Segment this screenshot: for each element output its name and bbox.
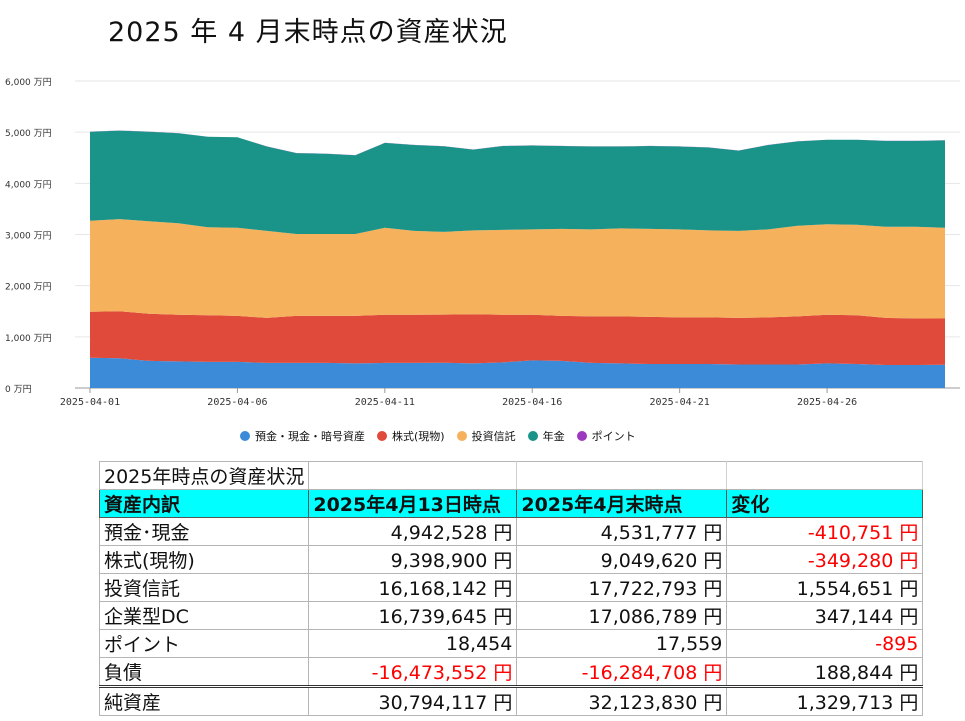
x-tick-label: 2025-04-21 [650, 397, 710, 408]
legend-label: 株式(現物) [392, 430, 445, 443]
area-series-2 [90, 219, 945, 319]
asset-table: 2025年時点の資産状況 資産内訳 2025年4月13日時点 2025年4月末時… [98, 461, 924, 716]
table-row: ポイント 18,454 17,559 -895 [98, 629, 924, 658]
table-row: 預金･現金 4,942,528 円 4,531,777 円 -410,751 円 [98, 517, 924, 546]
x-tick-label: 2025-04-01 [60, 397, 120, 408]
total-apr13: 30,794,117 円 [308, 685, 518, 716]
legend-swatch [240, 431, 250, 441]
value-apr-end: 17,722,793 円 [516, 573, 728, 602]
legend-swatch [377, 431, 387, 441]
legend-item[interactable]: 年金 [527, 428, 565, 444]
header-apr-end: 2025年4月末時点 [516, 489, 728, 518]
table-row: 株式(現物) 9,398,900 円 9,049,620 円 -349,280 円 [98, 545, 924, 574]
area-series-3 [90, 130, 945, 234]
value-change: 188,844 円 [726, 657, 924, 687]
legend-swatch [527, 431, 538, 441]
legend-item[interactable]: 株式(現物) [377, 428, 445, 444]
value-change: -349,280 円 [726, 545, 924, 574]
legend-label: 年金 [542, 430, 565, 443]
value-apr13: 4,942,528 円 [308, 517, 518, 546]
caption-spacer [726, 461, 924, 490]
table-caption: 2025年時点の資産状況 [98, 461, 309, 490]
value-apr-end: 9,049,620 円 [516, 545, 728, 574]
table-caption-row: 2025年時点の資産状況 [98, 461, 924, 490]
asset-table-container: 2025年時点の資産状況 資産内訳 2025年4月13日時点 2025年4月末時… [98, 461, 924, 716]
x-tick-label: 2025-04-26 [797, 397, 857, 408]
legend-swatch [576, 431, 587, 441]
chart-legend: 預金・現金・暗号資産 株式(現物) 投資信託 年金 ポイント [240, 424, 648, 448]
value-change: -410,751 円 [726, 517, 924, 546]
value-change: 347,144 円 [726, 601, 924, 630]
total-label: 純資産 [98, 685, 310, 716]
total-change: 1,329,713 円 [726, 685, 924, 716]
x-tick-label: 2025-04-06 [207, 397, 267, 408]
legend-swatch [456, 431, 467, 441]
table-row: 負債 -16,473,552 円 -16,284,708 円 188,844 円 [98, 657, 924, 687]
value-apr13: 16,168,142 円 [308, 573, 518, 602]
x-tick-label: 2025-04-11 [355, 397, 415, 408]
y-tick-label: 1,000 万円 [5, 333, 52, 344]
y-tick-label: 4,000 万円 [5, 179, 52, 190]
value-apr13: 18,454 [308, 629, 518, 658]
area-series-4 [90, 130, 945, 156]
value-apr-end: -16,284,708 円 [516, 657, 728, 687]
table-row: 企業型DC 16,739,645 円 17,086,789 円 347,144 円 [98, 601, 924, 630]
value-apr-end: 4,531,777 円 [516, 517, 728, 546]
legend-item[interactable]: 預金・現金・暗号資産 [240, 428, 365, 444]
area-series-0 [90, 357, 945, 388]
caption-spacer [516, 461, 728, 490]
total-apr-end: 32,123,830 円 [516, 685, 728, 716]
y-tick-label: 2,000 万円 [5, 282, 52, 293]
value-change: 1,554,651 円 [726, 573, 924, 602]
row-label: ポイント [98, 629, 310, 658]
y-tick-label: 0 万円 [5, 384, 32, 395]
legend-label: ポイント [591, 430, 636, 443]
value-apr13: 16,739,645 円 [308, 601, 518, 630]
header-change: 変化 [726, 489, 924, 518]
legend-label: 投資信託 [471, 430, 516, 443]
row-label: 投資信託 [98, 573, 310, 602]
header-apr13: 2025年4月13日時点 [308, 489, 518, 518]
y-tick-label: 6,000 万円 [5, 77, 52, 88]
table-total-row: 純資産 30,794,117 円 32,123,830 円 1,329,713 円 [98, 685, 924, 716]
value-apr-end: 17,086,789 円 [516, 601, 728, 630]
area-series-1 [90, 311, 945, 365]
row-label: 預金･現金 [98, 517, 310, 546]
row-label: 企業型DC [98, 601, 310, 630]
x-tick-label: 2025-04-16 [502, 397, 562, 408]
legend-label: 預金・現金・暗号資産 [255, 430, 365, 443]
row-label: 株式(現物) [98, 545, 310, 574]
row-label: 負債 [98, 657, 310, 687]
table-row: 投資信託 16,168,142 円 17,722,793 円 1,554,651 円 [98, 573, 924, 602]
legend-item[interactable]: ポイント [576, 428, 636, 444]
y-tick-label: 5,000 万円 [5, 128, 52, 139]
header-category: 資産内訳 [98, 489, 310, 518]
y-tick-label: 3,000 万円 [5, 231, 52, 242]
value-apr-end: 17,559 [516, 629, 728, 658]
value-apr13: 9,398,900 円 [308, 545, 518, 574]
value-change: -895 [726, 629, 924, 658]
legend-item[interactable]: 投資信託 [456, 428, 516, 444]
value-apr13: -16,473,552 円 [308, 657, 518, 687]
page-title: 2025 年 4 月末時点の資産状況 [108, 17, 508, 48]
table-header-row: 資産内訳 2025年4月13日時点 2025年4月末時点 変化 [98, 489, 924, 518]
caption-spacer [308, 461, 518, 490]
stacked-area-chart: 0 万円 1,000 万円 2,000 万円 3,000 万円 4,000 万円 5,00… [5, 77, 960, 408]
